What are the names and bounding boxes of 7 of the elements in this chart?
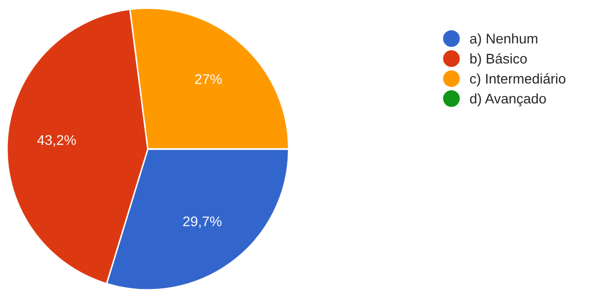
- data-label: 43,2%: [37, 135, 76, 147]
- data-label: 29,7%: [183, 216, 222, 228]
- legend-label: a) Nenhum: [470, 33, 538, 46]
- data-label: 27%: [195, 74, 222, 84]
- legend-label: c) Intermediário: [470, 73, 566, 86]
- legend-label: d) Avançado: [470, 93, 546, 106]
- legend-label: b) Básico: [470, 53, 527, 66]
